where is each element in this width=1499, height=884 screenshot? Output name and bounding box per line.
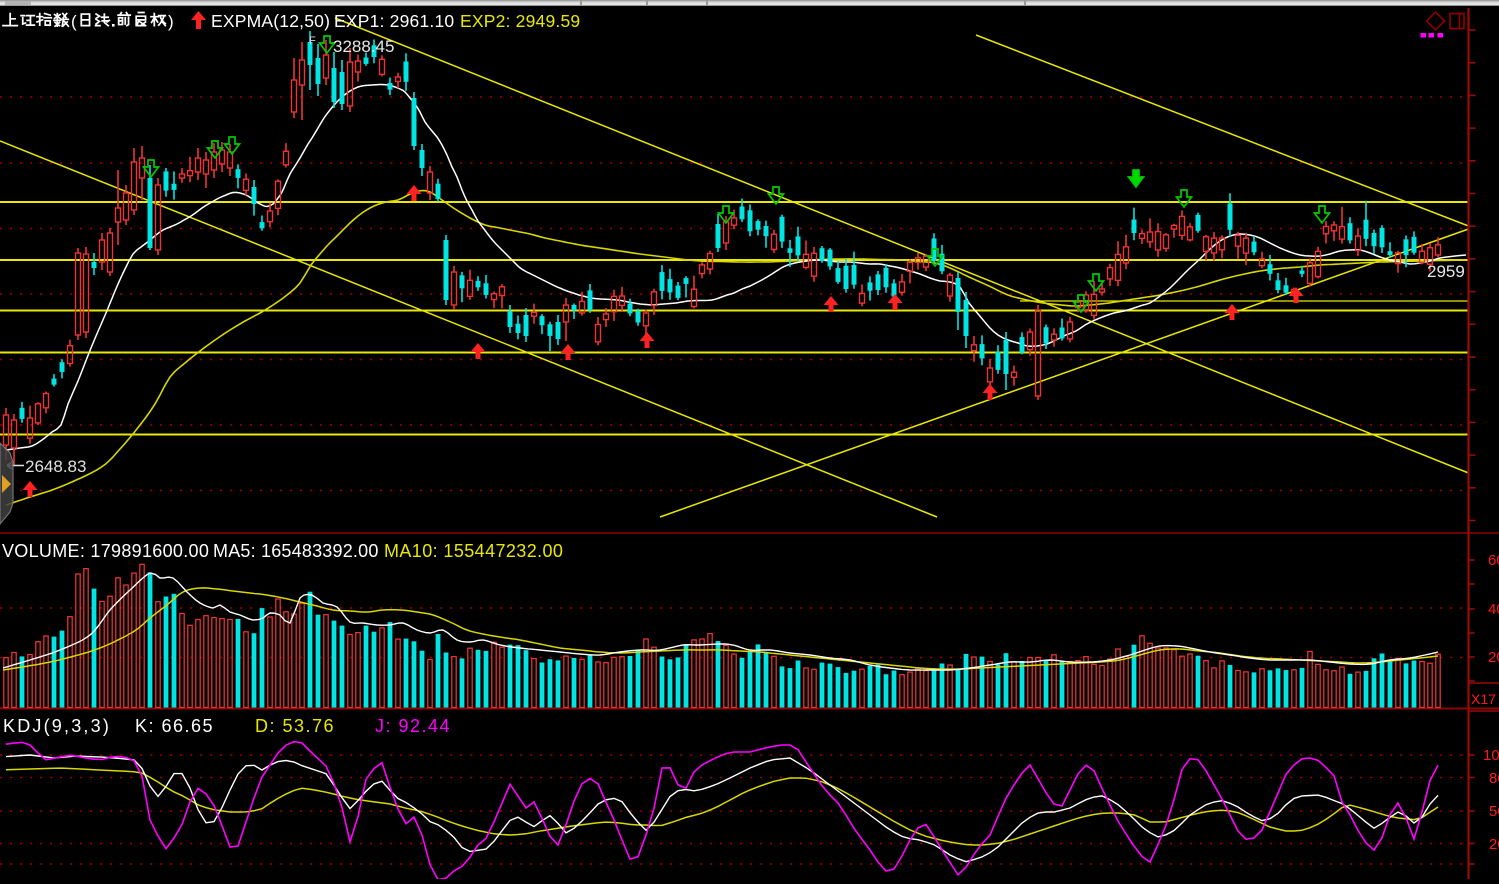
svg-text:D: 53.76: D: 53.76 bbox=[255, 716, 335, 736]
svg-text:MA5: 165483392.00: MA5: 165483392.00 bbox=[213, 541, 379, 561]
svg-text:400000: 400000 bbox=[1488, 601, 1499, 618]
svg-text:80: 80 bbox=[1489, 770, 1499, 787]
svg-text:2959: 2959 bbox=[1427, 262, 1465, 281]
svg-text:EXP1: 2961.10: EXP1: 2961.10 bbox=[334, 11, 454, 31]
svg-text:(: ( bbox=[71, 12, 77, 31]
svg-text:X17: X17 bbox=[1471, 691, 1496, 707]
svg-text:KDJ(9,3,3): KDJ(9,3,3) bbox=[3, 716, 111, 736]
svg-text:VOLUME: 179891600.00: VOLUME: 179891600.00 bbox=[2, 541, 209, 561]
svg-text:100: 100 bbox=[1483, 747, 1499, 764]
svg-text:EXPMA(12,50): EXPMA(12,50) bbox=[211, 11, 330, 31]
svg-text:J: 92.44: J: 92.44 bbox=[375, 716, 451, 736]
svg-text:20: 20 bbox=[1489, 836, 1499, 853]
svg-text:K: 66.65: K: 66.65 bbox=[135, 716, 214, 736]
svg-text:200000: 200000 bbox=[1488, 649, 1499, 666]
svg-text:50: 50 bbox=[1489, 803, 1499, 820]
svg-text:600000: 600000 bbox=[1488, 552, 1499, 569]
svg-text:EXP2: 2949.59: EXP2: 2949.59 bbox=[460, 11, 580, 31]
svg-text:MA10: 155447232.00: MA10: 155447232.00 bbox=[384, 541, 563, 561]
svg-text:3288.45: 3288.45 bbox=[333, 37, 394, 56]
svg-text:2648.83: 2648.83 bbox=[25, 457, 86, 476]
svg-text:F: F bbox=[309, 35, 316, 47]
svg-text:): ) bbox=[168, 12, 174, 31]
